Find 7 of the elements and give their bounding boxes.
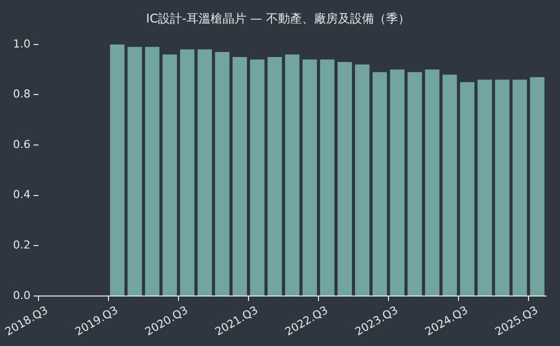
y-tick-label: 0.0 xyxy=(12,288,30,302)
y-tick-label: 0.6 xyxy=(12,138,30,151)
chart-title: IC設計-耳溫槍晶片 — 不動產、廠房及設備（季） xyxy=(146,11,410,26)
y-tick-label: 0.4 xyxy=(12,188,30,202)
y-tick-label: 1.0 xyxy=(12,37,30,50)
y-tick-label: 0.8 xyxy=(12,88,30,101)
y-tick-label: 0.2 xyxy=(12,238,30,252)
